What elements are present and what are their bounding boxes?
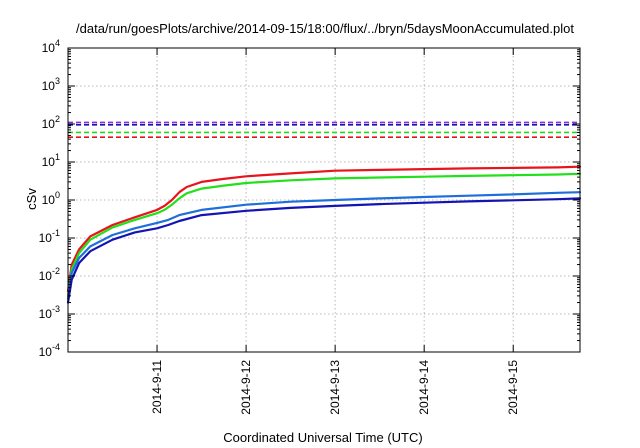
x-tick-label: 2014-9-13: [328, 360, 342, 415]
y-tick-label: 102: [42, 114, 60, 131]
series-line: [66, 191, 582, 300]
plot-frame: [67, 47, 581, 353]
y-axis-title: cSv: [24, 188, 39, 210]
plot-series: [66, 121, 582, 304]
series-line: [66, 197, 582, 304]
y-tick-label: 104: [42, 38, 60, 55]
x-tick-label: 2014-9-12: [239, 360, 253, 415]
x-axis-title: Coordinated Universal Time (UTC): [223, 430, 422, 445]
axes: 10-4 10-3 10-2 10-1 100 101 102 103 104 2014-9-11…: [39, 38, 581, 415]
y-tick-label: 100: [42, 190, 60, 207]
series-line: [66, 165, 582, 293]
x-tick-label: 2014-9-14: [417, 360, 431, 415]
series-line: [66, 172, 582, 297]
x-tick-label: 2014-9-11: [150, 360, 164, 414]
y-tick-label: 101: [42, 152, 60, 169]
y-tick-label: 103: [42, 76, 60, 93]
x-tick-label: 2014-9-15: [506, 360, 520, 415]
y-tick-label: 10-2: [39, 266, 60, 283]
y-tick-label: 10-3: [39, 304, 60, 321]
chart-title: /data/run/goesPlots/archive/2014-09-15/1…: [76, 21, 574, 36]
y-tick-label: 10-4: [39, 342, 60, 359]
y-tick-label: 10-1: [39, 228, 60, 245]
